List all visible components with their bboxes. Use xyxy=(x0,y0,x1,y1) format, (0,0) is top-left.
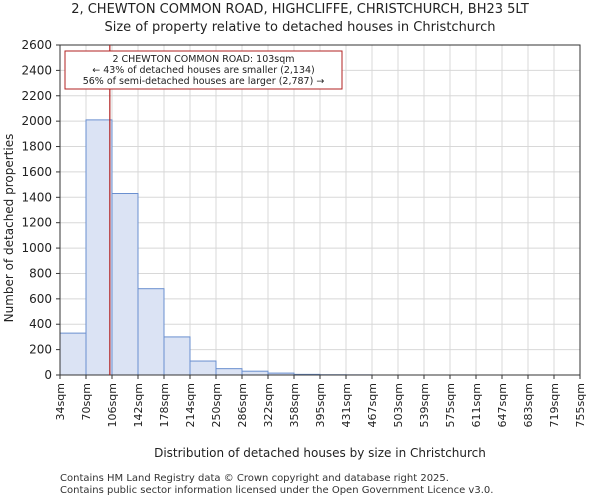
x-tick-label: 286sqm xyxy=(236,383,249,427)
x-tick-label: 647sqm xyxy=(496,383,509,427)
annotation-box xyxy=(64,50,343,90)
x-tick-label: 34sqm xyxy=(54,383,67,420)
y-tick-label: 1200 xyxy=(21,216,52,230)
y-tick-label: 400 xyxy=(29,317,52,331)
y-tick-label: 600 xyxy=(29,292,52,306)
x-tick-label: 250sqm xyxy=(210,383,223,427)
x-tick-label: 106sqm xyxy=(106,383,119,427)
x-tick-label: 322sqm xyxy=(262,383,275,427)
chart-title: 2, CHEWTON COMMON ROAD, HIGHCLIFFE, CHRI… xyxy=(71,2,529,17)
histogram-bar xyxy=(111,193,139,376)
x-tick-label: 755sqm xyxy=(574,383,587,427)
x-tick-label: 467sqm xyxy=(366,383,379,427)
y-tick-label: 800 xyxy=(29,266,52,280)
y-tick-label: 2600 xyxy=(21,38,52,52)
x-tick-label: 539sqm xyxy=(418,383,431,427)
annotation-line: 2 CHEWTON COMMON ROAD: 103sqm xyxy=(112,54,294,65)
histogram-bar xyxy=(137,288,165,376)
footer-line-1: Contains HM Land Registry data © Crown c… xyxy=(60,473,449,484)
y-tick-label: 2400 xyxy=(21,63,52,77)
y-tick-label: 1600 xyxy=(21,165,52,179)
x-tick-label: 503sqm xyxy=(392,383,405,427)
chart-subtitle: Size of property relative to detached ho… xyxy=(104,20,496,35)
x-tick-label: 395sqm xyxy=(314,383,327,427)
x-tick-label: 358sqm xyxy=(288,383,301,427)
histogram-bar xyxy=(59,332,87,376)
x-tick-label: 214sqm xyxy=(184,383,197,427)
y-tick-label: 2000 xyxy=(21,114,52,128)
y-tick-label: 0 xyxy=(44,368,52,382)
histogram-bar xyxy=(85,119,113,376)
annotation-line: ← 43% of detached houses are smaller (2,… xyxy=(92,65,315,76)
y-axis-label: Number of detached properties xyxy=(2,134,16,323)
y-tick-label: 2200 xyxy=(21,89,52,103)
x-tick-label: 611sqm xyxy=(470,383,483,427)
histogram-bar xyxy=(163,336,191,376)
x-tick-label: 719sqm xyxy=(548,383,561,427)
x-tick-label: 142sqm xyxy=(132,383,145,427)
x-tick-label: 178sqm xyxy=(158,383,171,427)
x-tick-label: 431sqm xyxy=(340,383,353,427)
annotation-line: 56% of semi-detached houses are larger (… xyxy=(83,76,325,87)
x-tick-label: 683sqm xyxy=(522,383,535,427)
y-tick-label: 1800 xyxy=(21,140,52,154)
y-tick-label: 1400 xyxy=(21,190,52,204)
y-tick-label: 200 xyxy=(29,343,52,357)
histogram-bar xyxy=(241,370,269,376)
x-tick-label: 575sqm xyxy=(444,383,457,427)
x-tick-label: 70sqm xyxy=(80,383,93,420)
footer-line-2: Contains public sector information licen… xyxy=(60,485,494,496)
y-tick-label: 1000 xyxy=(21,241,52,255)
x-axis-label: Distribution of detached houses by size … xyxy=(154,446,486,460)
histogram-bar xyxy=(189,360,217,376)
histogram-bar xyxy=(215,368,243,376)
